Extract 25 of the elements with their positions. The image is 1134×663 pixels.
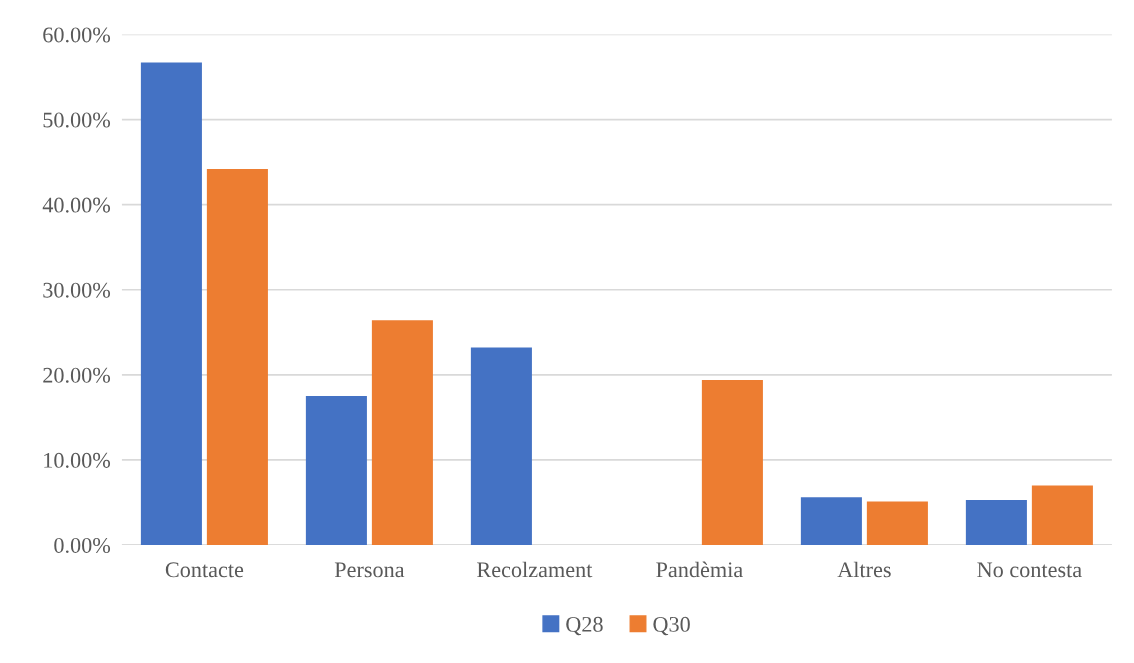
legend-label: Q28 (566, 616, 603, 636)
bar (206, 168, 268, 545)
y-tick-label: 50.00% (43, 112, 111, 128)
y-tick-label: 0.00% (54, 537, 111, 554)
x-tick-label: No contesta (977, 562, 1082, 578)
x-tick-label: Persona (334, 562, 405, 578)
y-tick-label: 20.00% (43, 367, 111, 383)
x-tick-label: Recolzament (477, 561, 593, 578)
bar (140, 62, 202, 545)
y-tick-label: 60.00% (43, 27, 111, 43)
bar (866, 501, 928, 545)
y-tick-label: 30.00% (43, 282, 111, 298)
bar (305, 396, 367, 545)
x-tick-label: Contacte (165, 562, 244, 578)
bar (965, 499, 1027, 545)
y-tick-label: 10.00% (44, 452, 111, 468)
x-tick-label: Pandèmia (656, 561, 743, 578)
bar (800, 497, 862, 545)
bar (470, 347, 532, 545)
y-tick-label: 40.00% (42, 197, 111, 213)
x-tick-label: Altres (837, 561, 891, 578)
bar (701, 379, 763, 545)
bar (1031, 485, 1093, 545)
bar (371, 320, 433, 545)
legend-label: Q30 (653, 616, 690, 636)
